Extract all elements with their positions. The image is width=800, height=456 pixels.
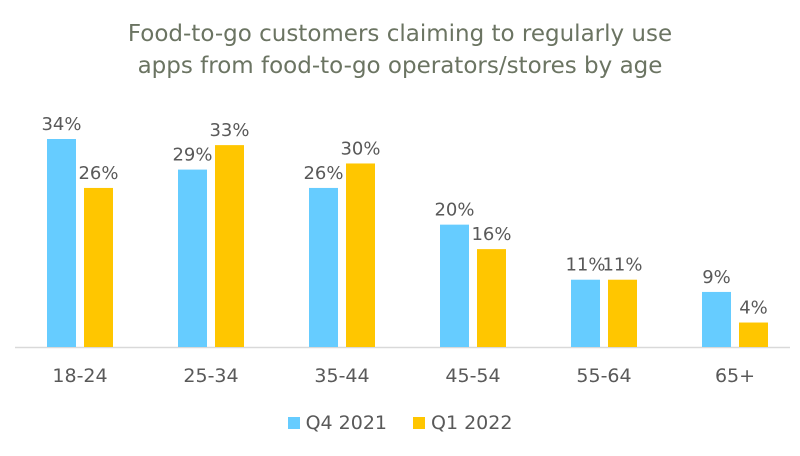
- x-tick-label: 45-54: [445, 365, 500, 387]
- data-label: 11%: [565, 255, 605, 276]
- data-label: 9%: [702, 267, 731, 288]
- x-tick-label: 25-34: [183, 365, 238, 387]
- bar-35-44-q1-2022: [346, 163, 375, 347]
- data-label: 26%: [78, 163, 118, 184]
- bar-65+-q1-2022: [739, 322, 768, 347]
- data-label: 4%: [739, 298, 768, 319]
- legend-label-q4-2021: Q4 2021: [305, 412, 387, 434]
- bar-55-64-q1-2022: [608, 279, 637, 347]
- data-label: 33%: [209, 120, 249, 141]
- x-tick-label: 18-24: [52, 365, 107, 387]
- legend-swatch-q4-2021: [287, 417, 300, 429]
- data-label: 20%: [434, 200, 474, 221]
- bar-25-34-q4-2021: [178, 169, 207, 347]
- bar-18-24-q4-2021: [47, 139, 76, 347]
- bar-65+-q4-2021: [702, 291, 731, 347]
- chart-title: Food-to-go customers claiming to regular…: [0, 18, 800, 82]
- x-tick-label: 65+: [715, 365, 755, 387]
- x-tick-label: 35-44: [314, 365, 369, 387]
- bar-35-44-q4-2021: [309, 187, 338, 347]
- bar-18-24-q1-2022: [84, 187, 113, 347]
- legend-item-q4-2021: Q4 2021: [287, 412, 387, 434]
- x-tick-label: 55-64: [576, 365, 631, 387]
- bar-45-54-q4-2021: [440, 224, 469, 347]
- bar-45-54-q1-2022: [477, 249, 506, 347]
- data-label: 34%: [41, 114, 81, 135]
- legend-swatch-q1-2022: [413, 417, 425, 429]
- legend: Q4 2021 Q1 2022: [0, 412, 800, 434]
- bar-25-34-q1-2022: [215, 145, 244, 347]
- data-label: 29%: [172, 145, 212, 166]
- data-label: 30%: [340, 138, 380, 159]
- bar-55-64-q4-2021: [571, 279, 600, 347]
- data-label: 26%: [303, 163, 343, 184]
- data-label: 16%: [471, 224, 511, 245]
- legend-item-q1-2022: Q1 2022: [413, 412, 512, 434]
- data-label: 11%: [602, 255, 642, 276]
- legend-label-q1-2022: Q1 2022: [431, 412, 513, 434]
- chart-title-line-1: Food-to-go customers claiming to regular…: [127, 21, 673, 47]
- chart-title-line-2: apps from food-to-go operators/stores by…: [137, 53, 663, 79]
